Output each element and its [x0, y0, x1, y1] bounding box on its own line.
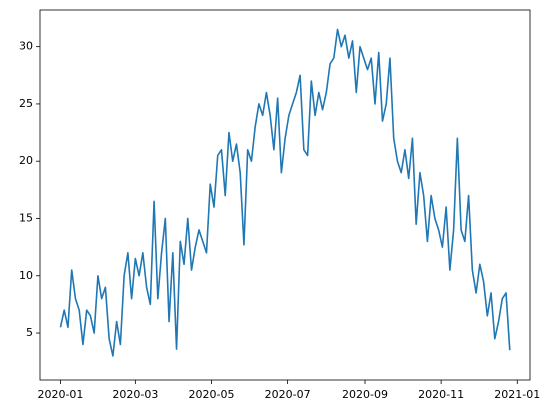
plot-frame	[39, 9, 531, 381]
y-tick-label: 15	[19, 211, 33, 224]
y-tick-label: 30	[19, 40, 33, 53]
x-tick-label: 2020-09	[342, 388, 388, 401]
y-tick-label: 5	[26, 326, 33, 339]
y-tick-label: 25	[19, 97, 33, 110]
y-tick-label: 10	[19, 269, 33, 282]
x-tick-label: 2020-01	[37, 388, 83, 401]
x-tick-label: 2020-05	[189, 388, 235, 401]
y-tick-label: 20	[19, 154, 33, 167]
x-tick-label: 2020-07	[265, 388, 311, 401]
x-tick-label: 2020-11	[418, 388, 464, 401]
data-line	[59, 28, 511, 357]
x-tick-label: 2021-01	[494, 388, 540, 401]
x-tick-label: 2020-03	[112, 388, 158, 401]
